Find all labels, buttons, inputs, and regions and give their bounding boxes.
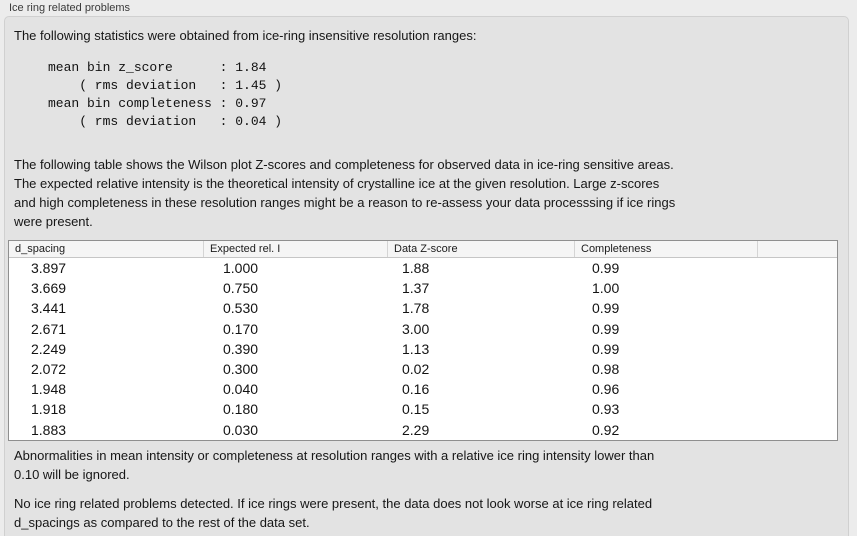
table-row[interactable]: 3.897 1.000 1.88 0.99 bbox=[9, 258, 837, 278]
ignore-note-line: Abnormalities in mean intensity or compl… bbox=[14, 448, 655, 463]
table-cell: 0.16 bbox=[402, 381, 430, 398]
ignore-note-text: Abnormalities in mean intensity or compl… bbox=[14, 446, 654, 484]
table-cell: 2.072 bbox=[31, 360, 67, 377]
table-cell-empty bbox=[758, 379, 837, 399]
table-row[interactable]: 2.072 0.300 0.02 0.98 bbox=[9, 359, 837, 379]
table-cell: 0.93 bbox=[592, 401, 620, 418]
table-cell: 0.170 bbox=[223, 320, 259, 337]
table-cell: 0.15 bbox=[402, 401, 430, 418]
table-cell-empty bbox=[758, 319, 837, 339]
stats-block: mean bin z_score : 1.84 ( rms deviation … bbox=[48, 60, 283, 129]
table-cell: 0.99 bbox=[592, 300, 620, 317]
description-text: The following table shows the Wilson plo… bbox=[14, 155, 675, 231]
table-cell-empty bbox=[758, 258, 837, 278]
intro-text: The following statistics were obtained f… bbox=[14, 28, 477, 43]
table-cell: 3.441 bbox=[31, 300, 67, 317]
table-cell-empty bbox=[758, 298, 837, 318]
table-cell: 0.530 bbox=[223, 300, 259, 317]
table-cell: 0.92 bbox=[592, 421, 620, 438]
table-cell: 3.897 bbox=[31, 260, 67, 276]
table-cell: 3.669 bbox=[31, 280, 67, 297]
table-cell-empty bbox=[758, 420, 837, 440]
conclusion-line: No ice ring related problems detected. I… bbox=[14, 496, 653, 511]
table-cell: 0.180 bbox=[223, 401, 259, 418]
table-cell: 1.37 bbox=[402, 280, 430, 297]
conclusion-text: No ice ring related problems detected. I… bbox=[14, 494, 652, 532]
description-line: and high completeness in these resolutio… bbox=[14, 195, 676, 210]
table-cell: 3.00 bbox=[402, 320, 430, 337]
table-cell-empty bbox=[758, 399, 837, 419]
table-row[interactable]: 1.883 0.030 2.29 0.92 bbox=[9, 420, 837, 440]
table-cell: 0.390 bbox=[223, 340, 259, 357]
table-cell: 0.99 bbox=[592, 340, 620, 357]
ice-ring-table: d_spacing Expected rel. I Data Z-score C… bbox=[8, 240, 838, 441]
table-cell: 0.96 bbox=[592, 381, 620, 398]
table-cell: 0.02 bbox=[402, 360, 430, 377]
table-cell: 0.040 bbox=[223, 381, 259, 398]
table-cell: 0.300 bbox=[223, 360, 259, 377]
column-header-d-spacing[interactable]: d_spacing bbox=[9, 241, 204, 257]
table-row[interactable]: 3.669 0.750 1.37 1.00 bbox=[9, 278, 837, 298]
table-row[interactable]: 2.249 0.390 1.13 0.99 bbox=[9, 339, 837, 359]
table-cell: 0.98 bbox=[592, 360, 620, 377]
table-row[interactable]: 2.671 0.170 3.00 0.99 bbox=[9, 319, 837, 339]
table-cell-empty bbox=[758, 339, 837, 359]
table-row[interactable]: 1.918 0.180 0.15 0.93 bbox=[9, 399, 837, 419]
table-header: d_spacing Expected rel. I Data Z-score C… bbox=[9, 241, 837, 258]
table-cell: 1.883 bbox=[31, 421, 67, 438]
ignore-note-line: 0.10 will be ignored. bbox=[14, 467, 130, 482]
column-header-expected-rel-i[interactable]: Expected rel. I bbox=[204, 241, 388, 257]
table-cell: 0.030 bbox=[223, 421, 259, 438]
table-row[interactable]: 1.948 0.040 0.16 0.96 bbox=[9, 379, 837, 399]
table-cell: 2.29 bbox=[402, 421, 430, 438]
panel-title: Ice ring related problems bbox=[9, 2, 131, 14]
description-line: The expected relative intensity is the t… bbox=[14, 176, 660, 191]
table-cell: 0.99 bbox=[592, 260, 620, 276]
table-cell: 2.671 bbox=[31, 320, 67, 337]
table-cell: 1.948 bbox=[31, 381, 67, 398]
table-cell: 0.750 bbox=[223, 280, 259, 297]
table-cell-empty bbox=[758, 278, 837, 298]
table-cell: 0.99 bbox=[592, 320, 620, 337]
table-cell: 1.13 bbox=[402, 340, 430, 357]
table-cell: 1.918 bbox=[31, 401, 67, 418]
table-cell: 1.00 bbox=[592, 280, 620, 297]
table-cell-empty bbox=[758, 359, 837, 379]
column-header-empty bbox=[758, 241, 837, 257]
description-line: The following table shows the Wilson plo… bbox=[14, 157, 674, 172]
table-cell: 1.88 bbox=[402, 260, 430, 276]
conclusion-line: d_spacings as compared to the rest of th… bbox=[14, 515, 310, 530]
table-cell: 1.78 bbox=[402, 300, 430, 317]
column-header-data-z-score[interactable]: Data Z-score bbox=[388, 241, 575, 257]
table-cell: 2.249 bbox=[31, 340, 67, 357]
table-body: 3.897 1.000 1.88 0.99 3.669 0.750 1.37 1.00 3.44… bbox=[9, 258, 837, 440]
description-line: were present. bbox=[14, 214, 93, 229]
column-header-completeness[interactable]: Completeness bbox=[575, 241, 758, 257]
table-cell: 1.000 bbox=[223, 260, 259, 276]
table-row[interactable]: 3.441 0.530 1.78 0.99 bbox=[9, 298, 837, 318]
